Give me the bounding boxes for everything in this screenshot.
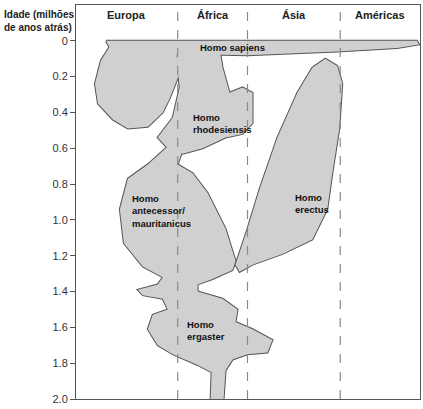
svg-text:África: África xyxy=(197,9,229,21)
svg-text:0.8: 0.8 xyxy=(53,178,68,190)
svg-text:1.2: 1.2 xyxy=(53,250,68,262)
svg-text:1.8: 1.8 xyxy=(53,357,68,369)
svg-text:Ásia: Ásia xyxy=(282,9,306,21)
svg-text:Homoerectus: Homoerectus xyxy=(295,192,329,215)
svg-text:1.6: 1.6 xyxy=(53,321,68,333)
svg-text:1.0: 1.0 xyxy=(53,214,68,226)
svg-text:0: 0 xyxy=(62,35,68,47)
svg-text:Américas: Américas xyxy=(355,9,405,21)
svg-text:Homoantecessor/mauritanicus: Homoantecessor/mauritanicus xyxy=(132,193,191,229)
svg-text:0.2: 0.2 xyxy=(53,70,68,82)
svg-text:1.4: 1.4 xyxy=(53,285,68,297)
svg-text:Homoergaster: Homoergaster xyxy=(187,319,225,342)
svg-text:Europa: Europa xyxy=(107,9,146,21)
svg-text:Homorhodesiensis: Homorhodesiensis xyxy=(193,112,252,135)
svg-text:0.6: 0.6 xyxy=(53,142,68,154)
svg-text:0.4: 0.4 xyxy=(53,106,68,118)
svg-text:Idade (milhõesde anos atrás): Idade (milhõesde anos atrás) xyxy=(4,9,74,33)
svg-text:Homo sapiens: Homo sapiens xyxy=(200,42,265,53)
svg-text:2.0: 2.0 xyxy=(53,393,68,405)
